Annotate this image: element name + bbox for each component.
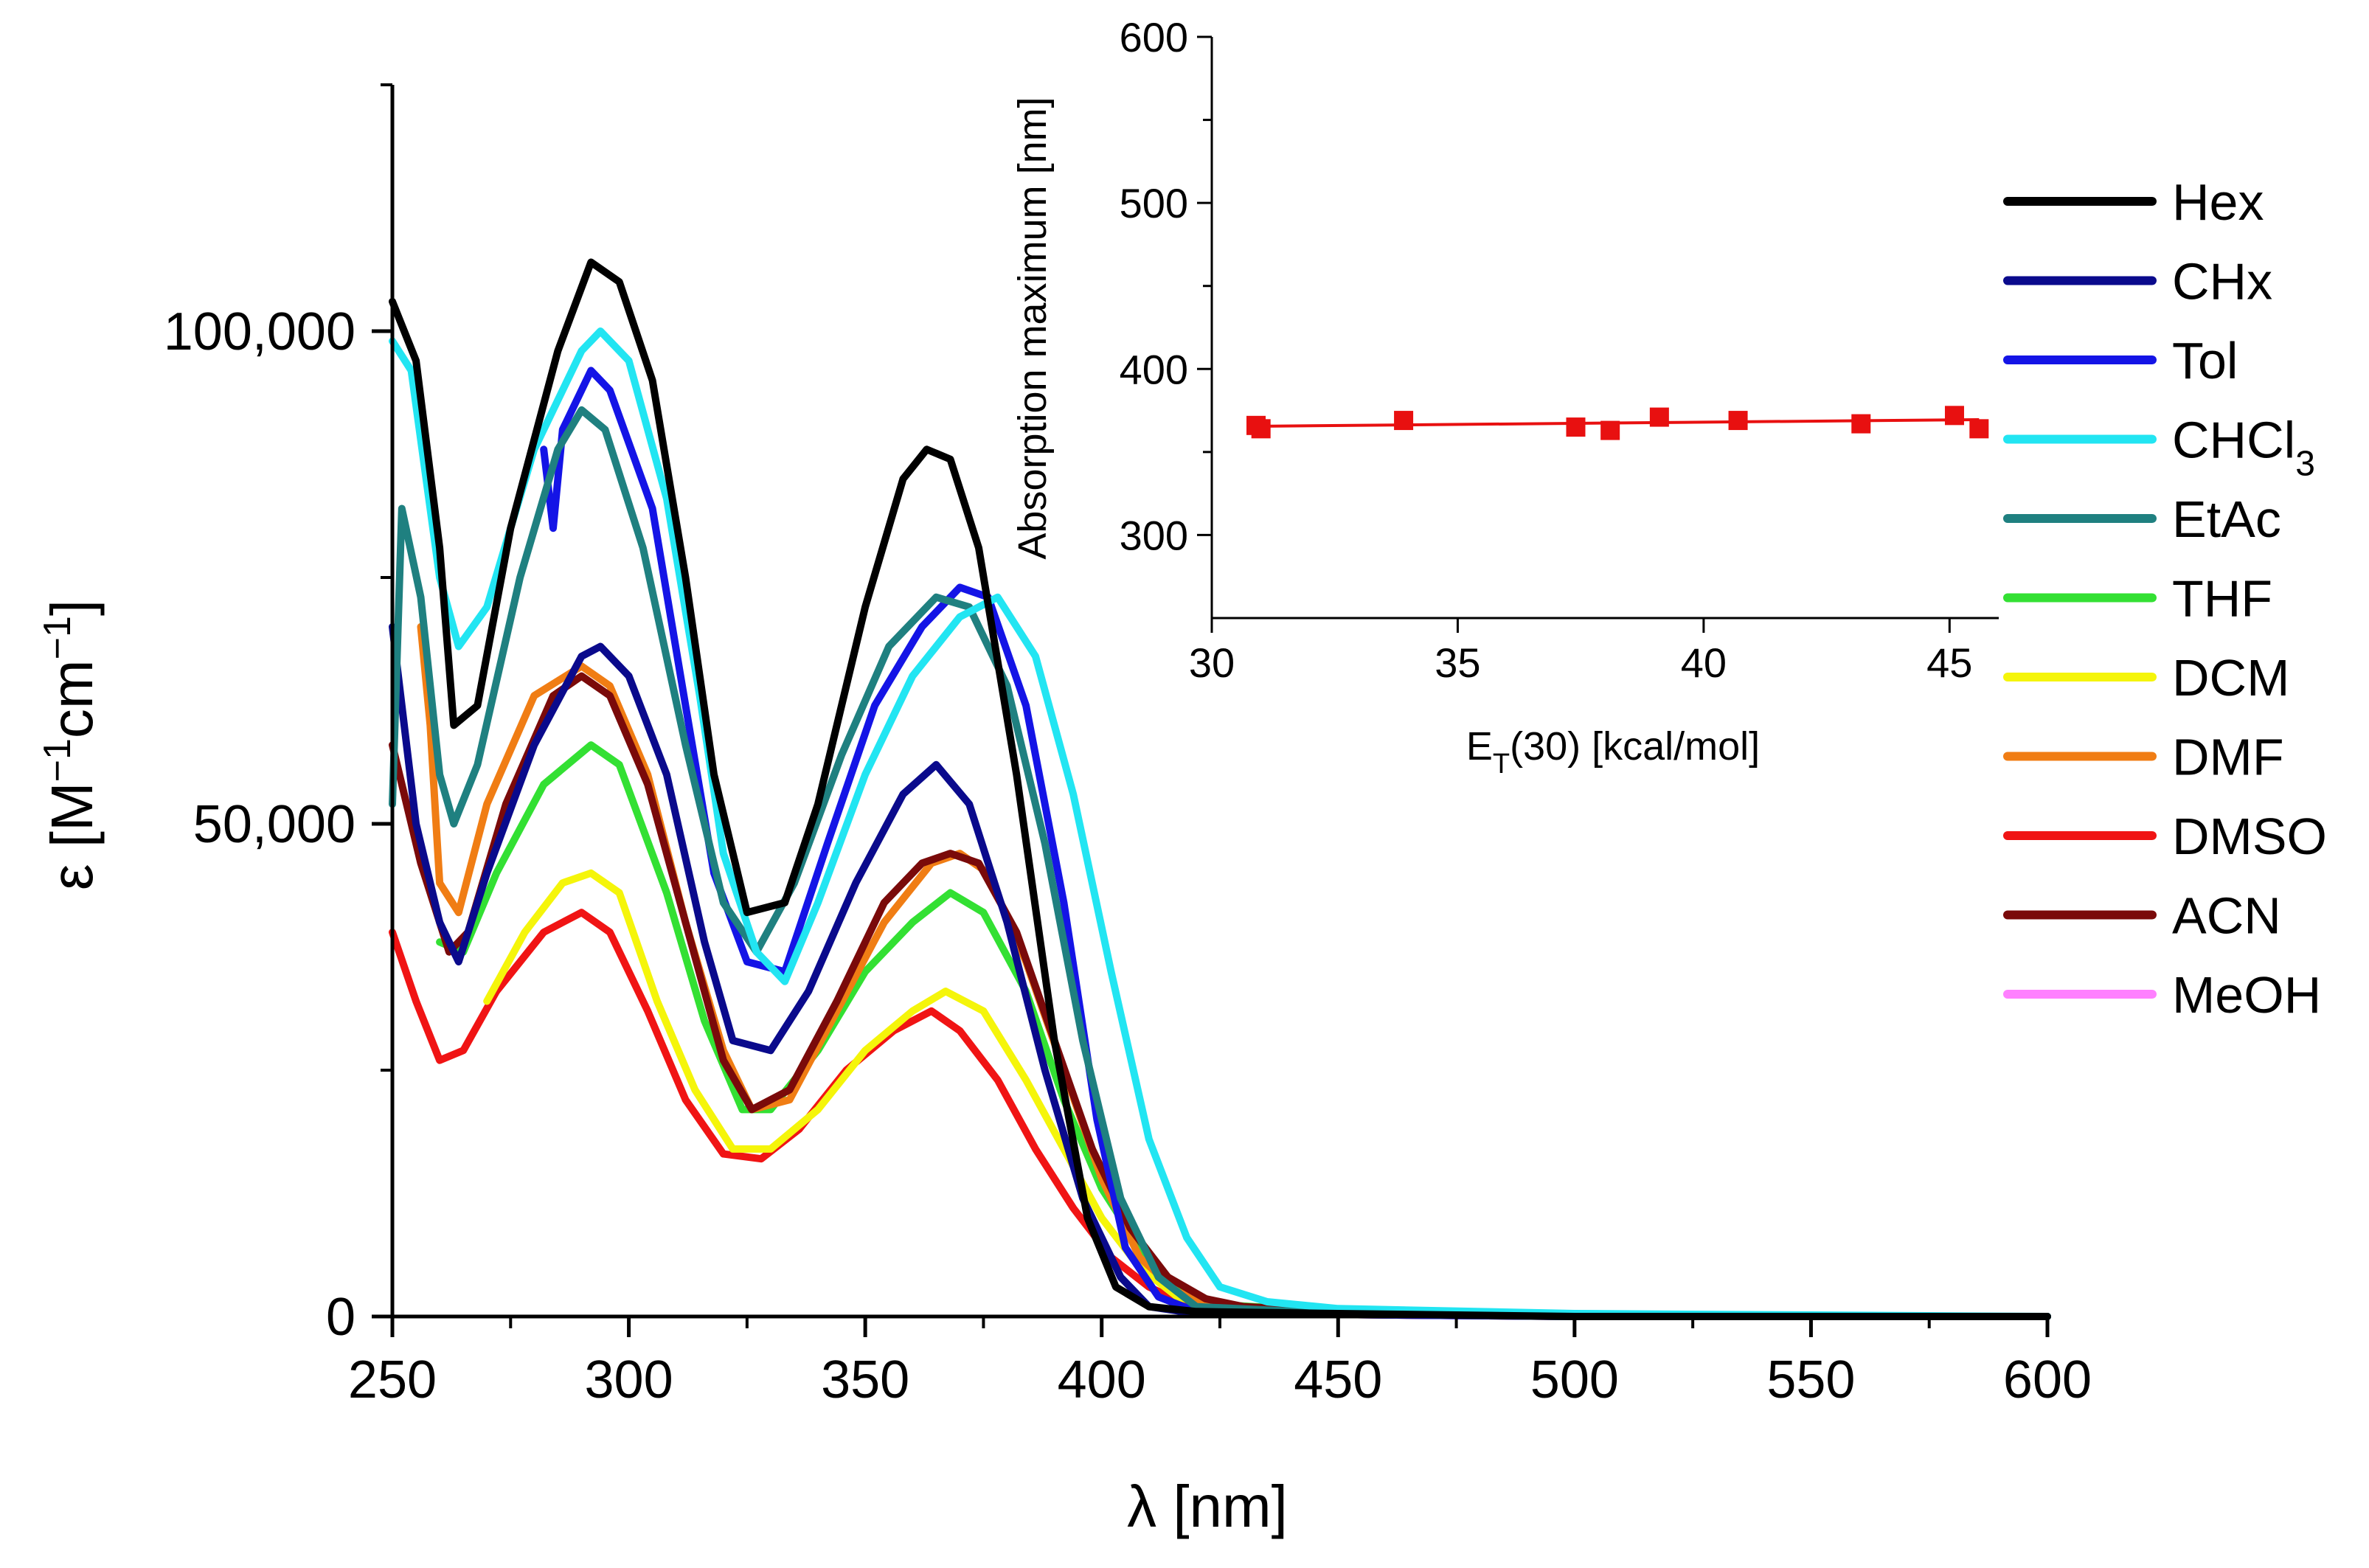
main-x-tick-label: 600 bbox=[2003, 1350, 2092, 1409]
main-x-axis-title: λ [nm] bbox=[1127, 1474, 1288, 1539]
legend-label-dmso: DMSO bbox=[2172, 808, 2327, 865]
main-y-axis-title: ε [M−1cm−1] bbox=[36, 600, 105, 890]
inset-data-point bbox=[1600, 420, 1620, 440]
series-line-dcm bbox=[483, 869, 2051, 1320]
main-y-tick-label: 100,000 bbox=[164, 302, 355, 361]
main-x-tick-label: 400 bbox=[1058, 1350, 1146, 1409]
inset-x-axis-title: ET(30) [kcal/mol] bbox=[1466, 724, 1760, 780]
legend-label-acn: ACN bbox=[2172, 887, 2281, 945]
inset-y-tick-label: 600 bbox=[1120, 14, 1188, 60]
main-x-tick-label: 450 bbox=[1294, 1350, 1382, 1409]
inset-data-point bbox=[1649, 407, 1669, 427]
inset-y-tick-label: 500 bbox=[1120, 180, 1188, 226]
main-x-ticks: 250 300 350 400 450 500 550 600 bbox=[348, 1317, 2092, 1409]
main-y-tick-label: 50,000 bbox=[193, 795, 355, 854]
main-x-tick-label: 350 bbox=[821, 1350, 909, 1409]
main-series-layer bbox=[389, 258, 2051, 1320]
inset-y-ticks: 300 400 500 600 bbox=[1120, 14, 1212, 558]
inset-data-point bbox=[1944, 406, 1964, 426]
inset-y-tick-label: 300 bbox=[1120, 512, 1188, 558]
legend-label-dmf: DMF bbox=[2172, 729, 2284, 786]
inset-y-axis-title: Absorption maximum [nm] bbox=[1010, 97, 1055, 559]
inset-data-point bbox=[1851, 414, 1871, 434]
inset-data-point bbox=[1251, 419, 1271, 439]
y-title-sup2: −1 bbox=[36, 616, 79, 659]
legend-label-sub: 3 bbox=[2295, 445, 2315, 484]
legend-label-dcm: DCM bbox=[2172, 649, 2289, 707]
legend-label-tol: Tol bbox=[2172, 332, 2238, 389]
main-x-tick-label: 250 bbox=[348, 1350, 437, 1409]
series-line-dmf bbox=[417, 622, 2051, 1320]
legend: Hex CHx Tol CHCl3 EtAc THF DCM DMF DMSO ACN MeOH bbox=[2003, 173, 2327, 1024]
main-y-tick-label: 0 bbox=[326, 1288, 355, 1347]
legend-label-meoh: MeOH bbox=[2172, 966, 2321, 1024]
y-title-mid: cm bbox=[39, 659, 105, 738]
inset-data-point bbox=[1566, 417, 1586, 437]
inset-x-title-tail: (30) [kcal/mol] bbox=[1510, 724, 1760, 769]
y-title-sup1: −1 bbox=[36, 738, 79, 782]
legend-label-thf: THF bbox=[2172, 570, 2272, 628]
legend-label-hex: Hex bbox=[2172, 173, 2264, 231]
series-line-chx bbox=[389, 622, 2051, 1320]
inset-x-tick-label: 40 bbox=[1681, 639, 1727, 686]
inset-data-point bbox=[1728, 411, 1748, 431]
legend-label-etac: EtAc bbox=[2172, 490, 2281, 548]
inset-x-tick-label: 35 bbox=[1435, 639, 1480, 686]
inset-points-layer bbox=[1246, 406, 1989, 440]
inset-data-point bbox=[1969, 419, 1989, 439]
y-title-tail: ] bbox=[39, 600, 105, 616]
inset-x-ticks: 30 35 40 45 bbox=[1189, 618, 1972, 686]
series-line-dmso bbox=[389, 909, 2051, 1320]
series-line-etac bbox=[389, 406, 2051, 1320]
series-line-tol bbox=[540, 367, 2051, 1320]
main-x-tick-label: 300 bbox=[585, 1350, 673, 1409]
main-y-ticks: 0 50,000 100,000 bbox=[164, 83, 392, 1347]
inset-x-title-lead: E bbox=[1466, 724, 1493, 769]
inset-x-tick-label: 30 bbox=[1189, 639, 1235, 686]
inset-x-title-sub: T bbox=[1493, 749, 1510, 780]
legend-label-main: CHCl bbox=[2172, 412, 2295, 469]
inset-data-point bbox=[1394, 411, 1414, 431]
y-title-lead: ε [M bbox=[39, 782, 105, 890]
legend-label-chx: CHx bbox=[2172, 253, 2272, 311]
main-x-tick-label: 550 bbox=[1766, 1350, 1855, 1409]
inset-y-tick-label: 400 bbox=[1120, 346, 1188, 392]
inset-x-tick-label: 45 bbox=[1926, 639, 1972, 686]
main-plot: 250 300 350 400 450 500 550 600 050,000100,000 … bbox=[36, 83, 2092, 1539]
series-line-hex bbox=[389, 258, 2051, 1320]
main-x-tick-label: 500 bbox=[1530, 1350, 1619, 1409]
legend-label-chcl3: CHCl3 bbox=[2172, 412, 2315, 484]
